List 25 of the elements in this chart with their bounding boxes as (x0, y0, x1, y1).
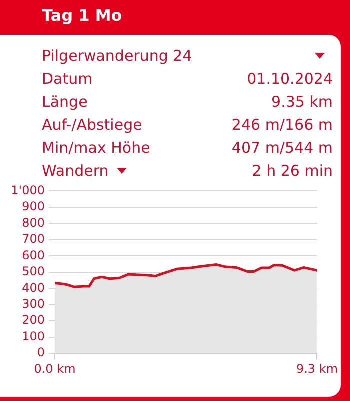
y-tick-label: 800 (22, 216, 45, 230)
x-tick-label: 9.3 km (296, 362, 338, 376)
text: Datum (42, 70, 93, 88)
text: Tag 1 Mo (42, 6, 122, 25)
text: 246 m/166 m (232, 116, 333, 134)
y-tick-label: 900 (22, 200, 45, 214)
y-tick-label: 500 (22, 264, 45, 279)
text: 2 h 26 min (252, 162, 333, 180)
text: 9.35 km (272, 92, 333, 110)
y-tick-label: 300 (22, 297, 45, 312)
text: Pilgerwanderung 24 (42, 46, 192, 64)
y-tick-label: 100 (22, 329, 45, 344)
y-tick-label: 700 (22, 232, 45, 246)
y-tick-label: 0 (37, 346, 45, 360)
text: Auf-/Abstiege (42, 116, 142, 134)
y-tick-label: 1'000 (11, 183, 45, 198)
text: 407 m/544 m (232, 138, 333, 156)
y-tick-label: 200 (22, 313, 45, 328)
text: Min/max Höhe (42, 138, 150, 156)
text: Länge (42, 92, 88, 110)
y-tick-label: 600 (22, 248, 45, 262)
text: 01.10.2024 (247, 70, 333, 88)
x-tick-label: 0.0 km (34, 362, 76, 376)
y-tick-label: 400 (22, 280, 45, 295)
text: Wandern (42, 162, 110, 180)
